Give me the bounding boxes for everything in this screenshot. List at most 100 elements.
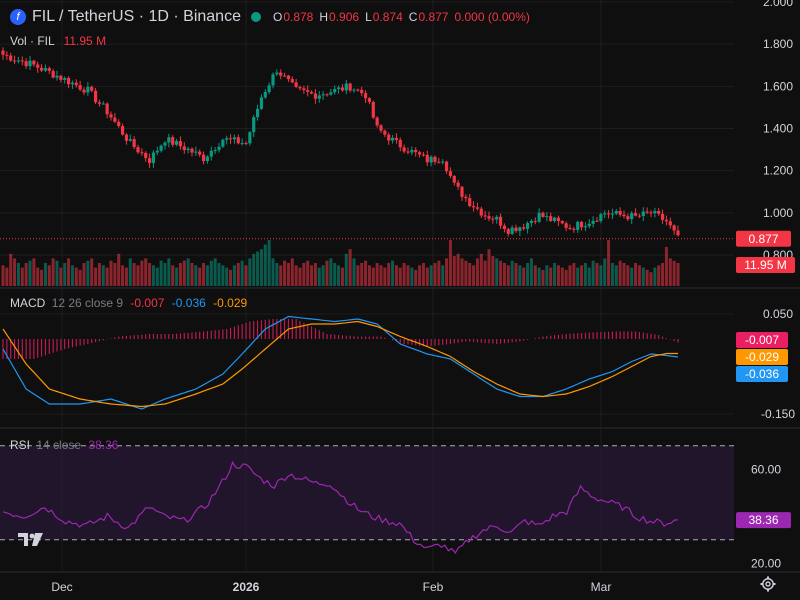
volume-bar	[24, 263, 28, 286]
volume-bar	[418, 265, 422, 286]
volume-bar	[661, 263, 665, 286]
candle-body	[498, 216, 503, 226]
rsi-line	[2, 461, 679, 554]
rsi-legend[interactable]: RSI 14 close 38.36	[10, 438, 118, 452]
volume-bar	[464, 260, 468, 286]
candle-body	[475, 207, 480, 209]
candle-body	[55, 75, 59, 78]
volume-legend-value: 11.95 M	[63, 34, 107, 48]
candle-body	[552, 217, 557, 222]
symbol-title[interactable]: FIL / TetherUS · 1D · Binance	[32, 8, 241, 25]
candle-body	[479, 208, 483, 216]
candle-body	[252, 117, 256, 133]
volume-legend[interactable]: Vol · FIL 11.95 M	[10, 34, 106, 48]
volume-bar	[306, 260, 310, 286]
volume-bar	[28, 260, 32, 286]
candle-body	[336, 87, 341, 89]
candle-body	[167, 137, 171, 143]
volume-bar	[337, 265, 341, 286]
volume-bar	[475, 258, 479, 286]
candle-body	[244, 143, 248, 145]
volume-bar	[491, 256, 495, 286]
volume-bar	[522, 267, 526, 286]
volume-bar	[375, 263, 379, 286]
volume-bar	[637, 265, 641, 286]
candle-body	[236, 137, 240, 144]
candle-body	[356, 89, 360, 91]
price-tick-label: 1.600	[763, 79, 793, 93]
candle-body	[394, 137, 399, 140]
volume-bar	[313, 263, 317, 286]
candle-body	[93, 90, 98, 103]
candle-body	[595, 220, 599, 222]
candle-body	[537, 212, 541, 222]
volume-bar	[267, 240, 271, 286]
candle-body	[12, 60, 17, 62]
candle-body	[209, 150, 213, 157]
volume-bar	[43, 263, 47, 286]
volume-bar	[101, 265, 105, 286]
candle-body	[429, 156, 433, 163]
candle-body	[425, 154, 429, 163]
candle-body	[340, 87, 345, 91]
candle-body	[444, 161, 449, 172]
candle-body	[402, 147, 406, 152]
candle-body	[549, 216, 553, 222]
volume-bar	[499, 260, 503, 286]
volume-bar	[70, 265, 74, 286]
macd-tick-label: -0.150	[761, 407, 795, 421]
volume-bar	[433, 263, 437, 286]
candle-body	[313, 93, 318, 99]
candle-body	[363, 93, 368, 99]
volume-bar	[279, 265, 283, 286]
candle-body	[317, 95, 321, 99]
candle-body	[525, 223, 530, 229]
rsi-value-label: 38.36	[748, 513, 778, 527]
candle-body	[190, 148, 194, 153]
candle-body	[329, 92, 333, 95]
volume-bar	[194, 265, 198, 286]
fil-logo-icon: f	[10, 9, 26, 25]
candle-body	[622, 214, 626, 217]
volume-bar	[67, 258, 71, 286]
settings-gear-icon[interactable]	[760, 576, 776, 592]
macd-legend[interactable]: MACD 12 26 close 9 -0.007 -0.036 -0.029	[10, 296, 247, 310]
candle-body	[90, 86, 94, 91]
volume-bar	[136, 265, 140, 286]
volume-bar	[51, 258, 55, 286]
candle-body	[599, 214, 603, 222]
candle-body	[545, 216, 549, 218]
volume-bar	[583, 263, 587, 286]
volume-bar	[310, 265, 314, 286]
volume-bar	[460, 258, 464, 286]
candle-body	[672, 225, 676, 231]
volume-bar	[97, 263, 101, 286]
volume-bar	[456, 253, 460, 286]
candle-body	[240, 143, 244, 145]
volume-bar	[568, 265, 572, 286]
volume-bar	[672, 260, 676, 286]
volume-bar	[537, 267, 541, 286]
volume-bar	[676, 263, 680, 286]
candle-body	[568, 227, 572, 229]
candle-body	[483, 215, 487, 217]
volume-bar	[229, 269, 233, 286]
candle-body	[275, 72, 279, 75]
candle-body	[163, 142, 167, 146]
candle-body	[155, 150, 159, 153]
candle-body	[564, 223, 568, 228]
candle-body	[43, 68, 48, 71]
candle-body	[294, 82, 298, 87]
volume-bar	[348, 249, 352, 286]
volume-value-label: 11.95 M	[744, 258, 786, 272]
candle-body	[633, 213, 638, 216]
volume-bar	[317, 267, 321, 286]
candle-body	[28, 60, 32, 67]
macd-value-label: -0.029	[745, 350, 779, 364]
macd-value-tag	[736, 332, 788, 348]
volume-bar	[20, 267, 24, 286]
tradingview-logo-icon[interactable]	[16, 528, 46, 550]
volume-bar	[271, 258, 275, 286]
candle-body	[140, 152, 144, 154]
